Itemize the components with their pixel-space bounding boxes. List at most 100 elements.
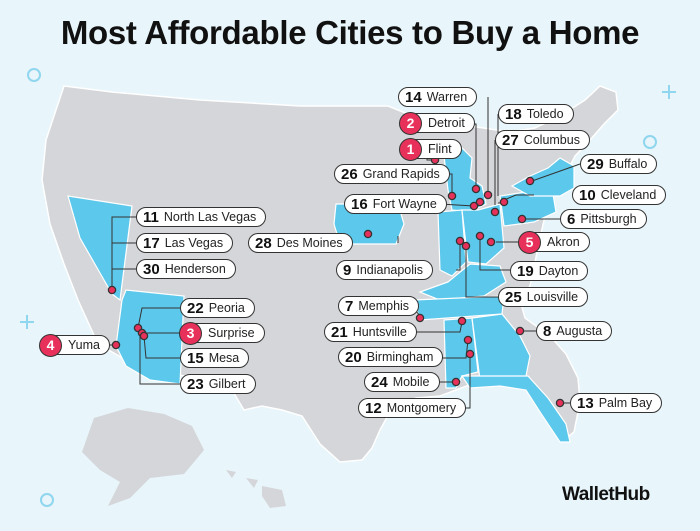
city-rank: 22 xyxy=(187,299,204,317)
city-name: Montgomery xyxy=(386,401,457,415)
city-rank: 19 xyxy=(517,262,534,280)
city-rank: 24 xyxy=(371,373,388,391)
city-rank: 8 xyxy=(543,322,552,340)
city-name: Buffalo xyxy=(608,157,648,171)
city-label-mesa: 15 Mesa xyxy=(180,348,250,368)
marker-warren xyxy=(483,190,493,200)
city-rank: 29 xyxy=(587,155,604,173)
city-label-augusta: 8 Augusta xyxy=(536,321,613,341)
city-rank: 10 xyxy=(579,186,596,204)
city-name: Flint xyxy=(428,142,452,156)
city-name: Las Vegas xyxy=(164,236,224,250)
marker-yuma xyxy=(111,340,121,350)
city-label-mobile: 24 Mobile xyxy=(364,372,440,392)
decor-circle xyxy=(27,68,41,82)
city-name: Gilbert xyxy=(208,377,246,391)
city-name: Birmingham xyxy=(366,350,434,364)
city-label-surprise: 3 Surprise xyxy=(179,321,265,345)
city-label-fort-wayne: 16 Fort Wayne xyxy=(344,194,447,214)
marker-columbus xyxy=(490,207,500,217)
city-label-indianapolis: 9 Indianapolis xyxy=(336,260,434,280)
city-label-louisville: 25 Louisville xyxy=(498,287,589,307)
city-rank: 17 xyxy=(143,234,160,252)
marker-augusta xyxy=(515,326,525,336)
city-markers xyxy=(107,155,565,408)
city-name: Cleveland xyxy=(600,188,657,202)
page-title: Most Affordable Cities to Buy a Home xyxy=(60,14,640,51)
city-label-peoria: 22 Peoria xyxy=(180,298,255,318)
marker-las-vegas xyxy=(107,285,117,295)
marker-fort-wayne xyxy=(469,201,479,211)
marker-cleveland xyxy=(499,197,509,207)
marker-memphis xyxy=(415,313,425,323)
city-rank: 1 xyxy=(399,137,422,161)
city-label-birmingham: 20 Birmingham xyxy=(338,347,444,367)
city-name: Toledo xyxy=(526,107,564,121)
city-label-yuma: 4 Yuma xyxy=(39,333,110,357)
city-name: Pittsburgh xyxy=(580,212,637,226)
marker-pittsburgh xyxy=(517,214,527,224)
city-name: Louisville xyxy=(526,290,579,304)
city-label-north-las-vegas: 11 North Las Vegas xyxy=(136,207,267,227)
city-label-warren: 14 Warren xyxy=(398,87,478,107)
marker-indianapolis xyxy=(455,236,465,246)
city-name: Surprise xyxy=(208,326,255,340)
alaska-shape xyxy=(82,408,204,506)
city-label-cleveland: 10 Cleveland xyxy=(572,185,667,205)
city-rank: 3 xyxy=(179,321,202,345)
city-name: Akron xyxy=(547,235,580,249)
decor-plus xyxy=(662,85,676,99)
marker-mobile xyxy=(451,377,461,387)
decor-circle xyxy=(40,493,54,507)
city-label-gilbert: 23 Gilbert xyxy=(180,374,256,394)
city-name: Augusta xyxy=(556,324,603,338)
city-label-buffalo: 29 Buffalo xyxy=(580,154,658,174)
city-name: Mesa xyxy=(208,351,240,365)
marker-toledo xyxy=(475,197,485,207)
decor-circle xyxy=(643,135,657,149)
city-rank: 27 xyxy=(502,131,519,149)
marker-montgomery xyxy=(465,349,475,359)
marker-grand-rapids xyxy=(447,191,457,201)
city-rank: 12 xyxy=(365,399,382,417)
city-rank: 4 xyxy=(39,333,62,357)
city-rank: 9 xyxy=(343,261,352,279)
city-rank: 25 xyxy=(505,288,522,306)
city-rank: 26 xyxy=(341,165,358,183)
city-name: Detroit xyxy=(428,116,465,130)
city-label-dayton: 19 Dayton xyxy=(510,261,589,281)
marker-palm-bay xyxy=(555,398,565,408)
city-name: Mobile xyxy=(392,375,430,389)
city-name: North Las Vegas xyxy=(163,210,257,224)
marker-des-moines xyxy=(363,229,373,239)
city-rank: 16 xyxy=(351,195,368,213)
city-label-columbus: 27 Columbus xyxy=(495,130,590,150)
city-label-palm-bay: 13 Palm Bay xyxy=(570,393,663,413)
city-label-huntsville: 21 Huntsville xyxy=(324,322,417,342)
city-name: Des Moines xyxy=(276,236,343,250)
city-label-memphis: 7 Memphis xyxy=(338,296,420,316)
city-name: Palm Bay xyxy=(598,396,653,410)
marker-mesa xyxy=(139,331,149,341)
city-rank: 5 xyxy=(518,230,541,254)
city-label-las-vegas: 17 Las Vegas xyxy=(136,233,234,253)
state-florida xyxy=(460,375,571,443)
city-name: Yuma xyxy=(68,338,100,352)
city-rank: 2 xyxy=(399,111,422,135)
city-rank: 20 xyxy=(345,348,362,366)
marker-huntsville xyxy=(457,316,467,326)
city-label-akron: 5 Akron xyxy=(518,230,590,254)
city-name: Indianapolis xyxy=(356,263,424,277)
city-name: Columbus xyxy=(523,133,580,147)
city-rank: 14 xyxy=(405,88,422,106)
marker-birmingham xyxy=(463,335,473,345)
city-rank: 28 xyxy=(255,234,272,252)
city-name: Dayton xyxy=(538,264,579,278)
city-label-detroit: 2 Detroit xyxy=(399,111,475,135)
city-name: Memphis xyxy=(358,299,410,313)
wallethub-logo: WalletHub xyxy=(562,484,650,505)
city-rank: 21 xyxy=(331,323,348,341)
hawaii-shape xyxy=(226,470,286,508)
marker-akron xyxy=(486,237,496,247)
